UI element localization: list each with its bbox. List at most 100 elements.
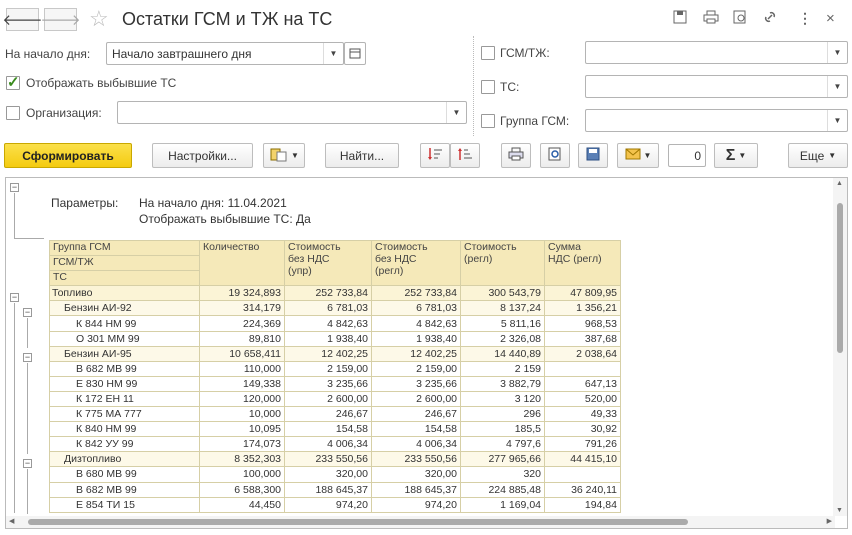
generate-button[interactable]: Сформировать xyxy=(4,143,132,168)
row-cost[interactable]: 277 965,66 xyxy=(460,451,545,468)
row-cost-upr[interactable]: 252 733,84 xyxy=(284,285,372,302)
row-cost-upr[interactable]: 974,20 xyxy=(284,496,372,513)
row-name[interactable]: О 301 ММ 99 xyxy=(49,330,200,347)
row-cost[interactable]: 5 811,16 xyxy=(460,315,545,332)
row-cost[interactable]: 320 xyxy=(460,466,545,483)
row-cost-upr[interactable]: 4 006,34 xyxy=(284,436,372,453)
save-icon[interactable] xyxy=(673,10,687,27)
row-vat[interactable]: 520,00 xyxy=(544,390,621,408)
find-button[interactable]: Найти... xyxy=(325,143,399,168)
chevron-down-icon[interactable]: ▼ xyxy=(827,110,847,131)
row-name[interactable]: Топливо xyxy=(49,285,200,302)
row-name[interactable]: Е 830 НМ 99 xyxy=(49,375,200,392)
collapse-row-icon[interactable]: − xyxy=(23,458,32,468)
collapse-row-icon[interactable]: − xyxy=(23,352,32,362)
row-qty[interactable]: 10,095 xyxy=(199,421,285,438)
close-icon[interactable]: × xyxy=(826,10,835,27)
show-retired-checkbox[interactable] xyxy=(6,73,20,91)
row-cost-reg[interactable]: 320,00 xyxy=(371,466,461,483)
print-button[interactable] xyxy=(501,143,531,168)
row-cost-reg[interactable]: 246,67 xyxy=(371,406,461,423)
scroll-right-icon[interactable]: ▶ xyxy=(826,518,832,525)
row-cost-reg[interactable]: 4 006,34 xyxy=(371,436,461,453)
row-cost[interactable]: 8 137,24 xyxy=(460,300,545,317)
scroll-down-icon[interactable]: ▼ xyxy=(836,507,843,514)
print-icon[interactable] xyxy=(703,10,719,27)
row-qty[interactable]: 100,000 xyxy=(199,466,285,483)
forward-button[interactable]: 🡒 xyxy=(40,8,81,31)
sort-ascending-button[interactable] xyxy=(420,143,450,168)
vehicle-row[interactable]: В 682 МВ 99 110,000 2 159,00 2 159,00 2 159 xyxy=(49,360,621,377)
row-cost-upr[interactable]: 6 781,03 xyxy=(284,300,372,317)
sum-button[interactable]: Σ ▼ xyxy=(714,143,758,168)
row-cost-reg[interactable]: 12 402,25 xyxy=(371,345,461,362)
vehicle-row[interactable]: Е 830 НМ 99 149,338 3 235,66 3 235,66 3 882,… xyxy=(49,375,621,392)
row-vat[interactable] xyxy=(544,466,621,483)
row-name[interactable]: В 680 МВ 99 xyxy=(49,466,200,483)
row-cost-upr[interactable]: 320,00 xyxy=(284,466,372,483)
row-name[interactable]: В 682 МВ 99 xyxy=(49,360,200,377)
row-name[interactable]: Бензин АИ-92 xyxy=(49,300,200,317)
row-cost[interactable]: 185,5 xyxy=(460,421,545,438)
row-name[interactable]: Бензин АИ-95 xyxy=(49,345,200,362)
row-cost-upr[interactable]: 2 159,00 xyxy=(284,360,372,377)
fuel-group-checkbox[interactable] xyxy=(481,114,495,128)
row-cost-upr[interactable]: 1 938,40 xyxy=(284,330,372,347)
more-button[interactable]: Еще ▼ xyxy=(788,143,848,168)
preview-button[interactable] xyxy=(540,143,570,168)
row-cost[interactable]: 2 159 xyxy=(460,360,545,377)
row-vat[interactable]: 47 809,95 xyxy=(544,285,621,302)
row-name[interactable]: Дизтопливо xyxy=(49,451,200,468)
fuel-row[interactable]: Бензин АИ-95 10 658,411 12 402,25 12 402,25… xyxy=(49,345,621,362)
start-day-select[interactable]: Начало завтрашнего дня ▼ xyxy=(106,42,344,65)
vehicle-row[interactable]: К 844 НМ 99 224,369 4 842,63 4 842,63 5 811,… xyxy=(49,315,621,332)
row-vat[interactable]: 791,26 xyxy=(544,436,621,453)
row-name[interactable]: К 840 НМ 99 xyxy=(49,421,200,438)
row-name[interactable]: К 775 МА 777 xyxy=(49,406,200,423)
row-cost-upr[interactable]: 233 550,56 xyxy=(284,451,372,468)
row-cost-reg[interactable]: 154,58 xyxy=(371,421,461,438)
row-cost-upr[interactable]: 12 402,25 xyxy=(284,345,372,362)
organization-select[interactable]: ▼ xyxy=(117,101,467,124)
vehicle-checkbox[interactable] xyxy=(481,80,495,94)
vehicle-row[interactable]: В 680 МВ 99 100,000 320,00 320,00 320 xyxy=(49,466,621,483)
vehicle-row[interactable]: К 842 УУ 99 174,073 4 006,34 4 006,34 4 797,… xyxy=(49,436,621,453)
fuel-select[interactable]: ▼ xyxy=(585,41,848,64)
collapse-params-icon[interactable]: − xyxy=(10,182,19,192)
scroll-left-icon[interactable]: ◀ xyxy=(9,518,15,525)
row-qty[interactable]: 10,000 xyxy=(199,406,285,423)
vehicle-row[interactable]: К 840 НМ 99 10,095 154,58 154,58 185,5 30,92 xyxy=(49,421,621,438)
row-cost-reg[interactable]: 1 938,40 xyxy=(371,330,461,347)
row-cost[interactable]: 14 440,89 xyxy=(460,345,545,362)
row-qty[interactable]: 174,073 xyxy=(199,436,285,453)
row-qty[interactable]: 19 324,893 xyxy=(199,285,285,302)
variants-button[interactable]: ▼ xyxy=(263,143,305,168)
fuel-row[interactable]: Бензин АИ-92 314,179 6 781,03 6 781,03 8 137… xyxy=(49,300,621,317)
collapse-row-icon[interactable]: − xyxy=(10,292,19,302)
fuel-group-select[interactable]: ▼ xyxy=(585,109,848,132)
calendar-button[interactable] xyxy=(344,42,366,65)
row-cost[interactable]: 1 169,04 xyxy=(460,496,545,513)
back-button[interactable]: 🡐 xyxy=(2,8,43,31)
row-vat[interactable]: 1 356,21 xyxy=(544,300,621,317)
vehicle-row[interactable]: К 775 МА 777 10,000 246,67 246,67 296 49,33 xyxy=(49,406,621,423)
row-vat[interactable]: 968,53 xyxy=(544,315,621,332)
link-icon[interactable] xyxy=(763,10,777,27)
row-cost-reg[interactable]: 3 235,66 xyxy=(371,375,461,392)
row-name[interactable]: Е 854 ТИ 15 xyxy=(49,496,200,513)
fuel-checkbox[interactable] xyxy=(481,46,495,60)
row-cost-upr[interactable]: 154,58 xyxy=(284,421,372,438)
fuel-group-row[interactable]: Топливо 19 324,893 252 733,84 252 733,84 300… xyxy=(49,285,621,302)
row-cost-reg[interactable]: 2 600,00 xyxy=(371,390,461,408)
vehicle-row[interactable]: Е 854 ТИ 15 44,450 974,20 974,20 1 169,04 194… xyxy=(49,496,621,513)
chevron-down-icon[interactable]: ▼ xyxy=(323,43,343,64)
row-vat[interactable]: 49,33 xyxy=(544,406,621,423)
row-cost-reg[interactable]: 233 550,56 xyxy=(371,451,461,468)
vehicle-row[interactable]: К 172 ЕН 11 120,000 2 600,00 2 600,00 3 120 5… xyxy=(49,390,621,408)
chevron-down-icon[interactable]: ▼ xyxy=(446,102,466,123)
organization-checkbox[interactable] xyxy=(6,106,20,120)
row-vat[interactable]: 30,92 xyxy=(544,421,621,438)
row-cost-upr[interactable]: 3 235,66 xyxy=(284,375,372,392)
row-name[interactable]: К 842 УУ 99 xyxy=(49,436,200,453)
row-qty[interactable]: 149,338 xyxy=(199,375,285,392)
